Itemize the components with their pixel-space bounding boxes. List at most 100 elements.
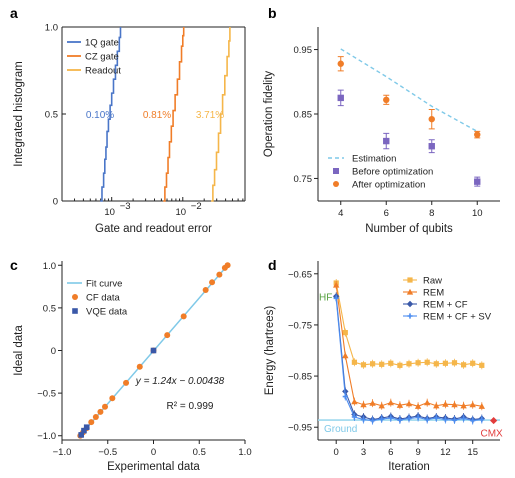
data-point xyxy=(379,416,385,422)
data-point xyxy=(370,417,376,424)
data-point xyxy=(406,361,412,367)
cf-point xyxy=(97,408,104,415)
series-line-2 xyxy=(211,27,231,202)
legend-label: After optimization xyxy=(352,180,425,191)
legend-label: Raw xyxy=(423,276,442,287)
data-point xyxy=(369,399,376,406)
cf-point xyxy=(216,271,223,278)
y-tick-label: 0.85 xyxy=(294,110,313,121)
panel-letter-b: b xyxy=(268,5,277,21)
data-point xyxy=(333,281,340,288)
data-point xyxy=(469,401,476,408)
cf-point xyxy=(164,332,171,339)
series-line-0 xyxy=(100,27,122,202)
estimation-line xyxy=(340,48,478,133)
x-tick-label: 9 xyxy=(415,447,420,458)
data-point xyxy=(433,361,439,367)
data-point xyxy=(433,402,440,409)
data-point xyxy=(370,361,376,367)
cf-point xyxy=(209,279,216,286)
data-point xyxy=(351,414,357,420)
data-point xyxy=(405,400,413,407)
vqe-point xyxy=(150,347,157,354)
panel-a: a 0 0.5 1.0 10 −3 10 −2 0.10% 0.81% 3.71% 1Q gate CZ… xyxy=(10,5,246,235)
data-point xyxy=(442,360,448,366)
x-tick-label: 8 xyxy=(429,208,434,219)
y-tick-label: 1.0 xyxy=(45,23,58,34)
x-tick-label: 10 xyxy=(175,207,186,218)
fit-equation: y = 1.24x − 0.00438 xyxy=(135,376,225,387)
x-tick-label: 10 xyxy=(104,207,115,218)
data-point xyxy=(460,402,467,409)
legend-label: REM + CF + SV xyxy=(423,312,492,323)
data-point xyxy=(479,362,485,368)
y-tick-label: −0.95 xyxy=(288,423,312,434)
panel-letter-c: c xyxy=(10,257,18,273)
data-point xyxy=(360,416,367,423)
y-tick-label: 0.75 xyxy=(294,174,313,185)
panel-d: d −0.95 −0.85 −0.75 −0.65 0 3 6 9 12 15 Ground HF CMX… xyxy=(264,257,503,473)
before-point xyxy=(383,137,390,145)
cf-point xyxy=(180,313,187,320)
data-point xyxy=(342,352,349,359)
data-point xyxy=(387,399,394,406)
data-point xyxy=(442,416,448,423)
data-point xyxy=(342,393,348,400)
after-point xyxy=(337,60,344,67)
before-point xyxy=(428,143,435,150)
legend-label: Estimation xyxy=(352,154,396,165)
data-point xyxy=(360,401,367,408)
data-point xyxy=(451,417,458,423)
y-tick-label: −0.85 xyxy=(288,372,312,383)
data-point xyxy=(396,402,404,408)
x-tick-label: 1.0 xyxy=(238,447,251,458)
after-point xyxy=(474,131,481,138)
data-point xyxy=(414,403,422,409)
cf-point xyxy=(136,363,143,370)
cf-point xyxy=(224,262,231,269)
y-tick-label: 0 xyxy=(51,346,56,357)
after-point xyxy=(383,96,390,104)
y-tick-label: 0.5 xyxy=(43,303,56,314)
y-axis-title: Operation fidelity xyxy=(263,71,275,158)
data-point xyxy=(470,360,476,366)
x-tick-label: 10 xyxy=(472,208,483,219)
x-axis-title: Experimental data xyxy=(107,461,200,473)
data-point xyxy=(470,417,476,424)
cf-point xyxy=(88,419,95,426)
legend-swatch xyxy=(72,308,78,314)
data-point xyxy=(451,360,458,366)
hf-label: HF xyxy=(319,292,332,303)
legend-swatch xyxy=(72,294,78,300)
data-point xyxy=(397,417,403,423)
x-tick-label: 6 xyxy=(388,447,393,458)
y-tick-label: 0.95 xyxy=(294,45,313,56)
cf-point xyxy=(92,413,99,420)
x-tick-exponent: −2 xyxy=(191,201,202,212)
x-tick-label: −0.5 xyxy=(98,447,117,458)
before-point xyxy=(337,94,344,102)
data-point xyxy=(397,362,403,368)
legend-marker xyxy=(406,288,414,295)
series-line-0 xyxy=(335,282,482,366)
vqe-point xyxy=(78,432,85,438)
x-tick-label: 0.5 xyxy=(193,447,206,458)
x-tick-label: 0 xyxy=(334,447,339,458)
x-axis-title: Gate and readout error xyxy=(95,223,212,235)
y-axis-title: Integrated histogram xyxy=(13,61,25,166)
legend-label: CZ gate xyxy=(85,52,119,63)
legend-label: REM xyxy=(423,288,444,299)
legend-label: Before optimization xyxy=(352,167,433,178)
y-tick-label: −0.65 xyxy=(288,269,312,280)
y-tick-label: −0.5 xyxy=(37,389,56,400)
r-squared: R² = 0.999 xyxy=(167,401,214,412)
series-line-1 xyxy=(163,27,185,202)
data-point xyxy=(461,415,467,422)
vqe-point xyxy=(81,427,87,434)
panel-letter-a: a xyxy=(10,5,18,21)
mean-error-label: 0.81% xyxy=(143,110,171,121)
legend-marker xyxy=(407,277,413,283)
y-tick-label: −1.0 xyxy=(37,431,56,442)
mean-error-label: 3.71% xyxy=(196,110,224,121)
